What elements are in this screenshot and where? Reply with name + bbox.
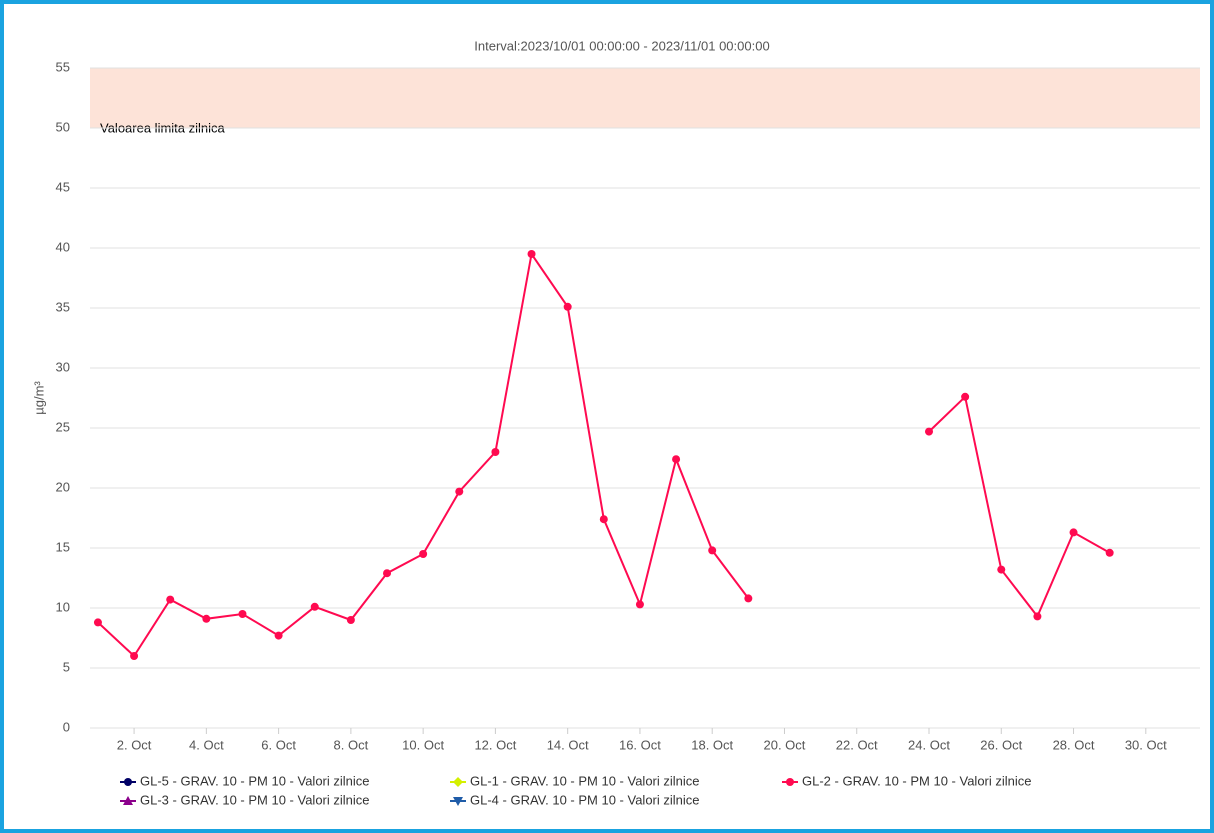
y-tick-label: 35	[56, 299, 70, 314]
y-tick-label: 0	[63, 719, 70, 734]
y-tick-label: 30	[56, 359, 70, 374]
data-point	[93, 618, 102, 627]
y-tick-label: 15	[56, 539, 70, 554]
x-tick-label: 8. Oct	[334, 737, 369, 752]
x-tick-label: 10. Oct	[402, 737, 444, 752]
legend-marker	[453, 777, 463, 787]
data-point	[383, 569, 392, 578]
data-point	[1033, 612, 1042, 621]
x-tick-label: 30. Oct	[1125, 737, 1167, 752]
data-point	[130, 652, 139, 660]
x-tick-label: 24. Oct	[908, 737, 950, 752]
legend-marker	[453, 797, 463, 806]
legend-label: GL-4 - GRAV. 10 - PM 10 - Valori zilnice	[470, 792, 700, 807]
data-point	[491, 448, 500, 456]
data-point	[744, 594, 753, 603]
data-point	[166, 595, 175, 604]
legend-label: GL-2 - GRAV. 10 - PM 10 - Valori zilnice	[802, 773, 1032, 788]
data-point	[310, 602, 319, 611]
x-tick-label: 2. Oct	[117, 737, 152, 752]
x-tick-label: 14. Oct	[547, 737, 589, 752]
x-tick-label: 18. Oct	[691, 737, 733, 752]
data-point	[997, 565, 1006, 574]
legend-marker	[786, 778, 794, 786]
x-tick-label: 26. Oct	[980, 737, 1022, 752]
data-point	[527, 250, 536, 258]
data-point	[708, 546, 717, 555]
data-point	[238, 610, 247, 618]
data-point	[202, 614, 211, 623]
legend-label: GL-5 - GRAV. 10 - PM 10 - Valori zilnice	[140, 773, 370, 788]
x-tick-label: 6. Oct	[261, 737, 296, 752]
x-tick-label: 12. Oct	[474, 737, 516, 752]
x-tick-label: 20. Oct	[764, 737, 806, 752]
data-point	[599, 515, 608, 524]
x-tick-label: 4. Oct	[189, 737, 224, 752]
data-point	[925, 427, 934, 436]
y-tick-label: 45	[56, 179, 70, 194]
x-tick-label: 22. Oct	[836, 737, 878, 752]
data-point	[346, 616, 355, 624]
data-point	[1069, 528, 1078, 537]
y-tick-label: 20	[56, 479, 70, 494]
data-point	[455, 487, 464, 496]
y-axis-label: µg/m³	[31, 381, 46, 415]
data-point	[563, 302, 572, 311]
y-tick-label: 50	[56, 119, 70, 134]
chart-title: Interval:2023/10/01 00:00:00 - 2023/11/0…	[474, 38, 769, 53]
legend-marker	[124, 778, 132, 786]
y-tick-label: 40	[56, 239, 70, 254]
y-tick-label: 5	[63, 659, 70, 674]
legend-label: GL-1 - GRAV. 10 - PM 10 - Valori zilnice	[470, 773, 700, 788]
plot-band	[90, 68, 1200, 128]
data-point	[1105, 548, 1114, 557]
x-tick-label: 28. Oct	[1053, 737, 1095, 752]
data-point	[635, 600, 644, 609]
legend-marker	[123, 796, 133, 805]
y-tick-label: 55	[56, 59, 70, 74]
data-point	[961, 392, 970, 401]
data-point	[419, 550, 428, 558]
y-tick-label: 10	[56, 599, 70, 614]
x-tick-label: 16. Oct	[619, 737, 661, 752]
y-tick-label: 25	[56, 419, 70, 434]
legend-label: GL-3 - GRAV. 10 - PM 10 - Valori zilnice	[140, 792, 370, 807]
data-point	[672, 455, 681, 464]
data-point	[274, 631, 283, 640]
